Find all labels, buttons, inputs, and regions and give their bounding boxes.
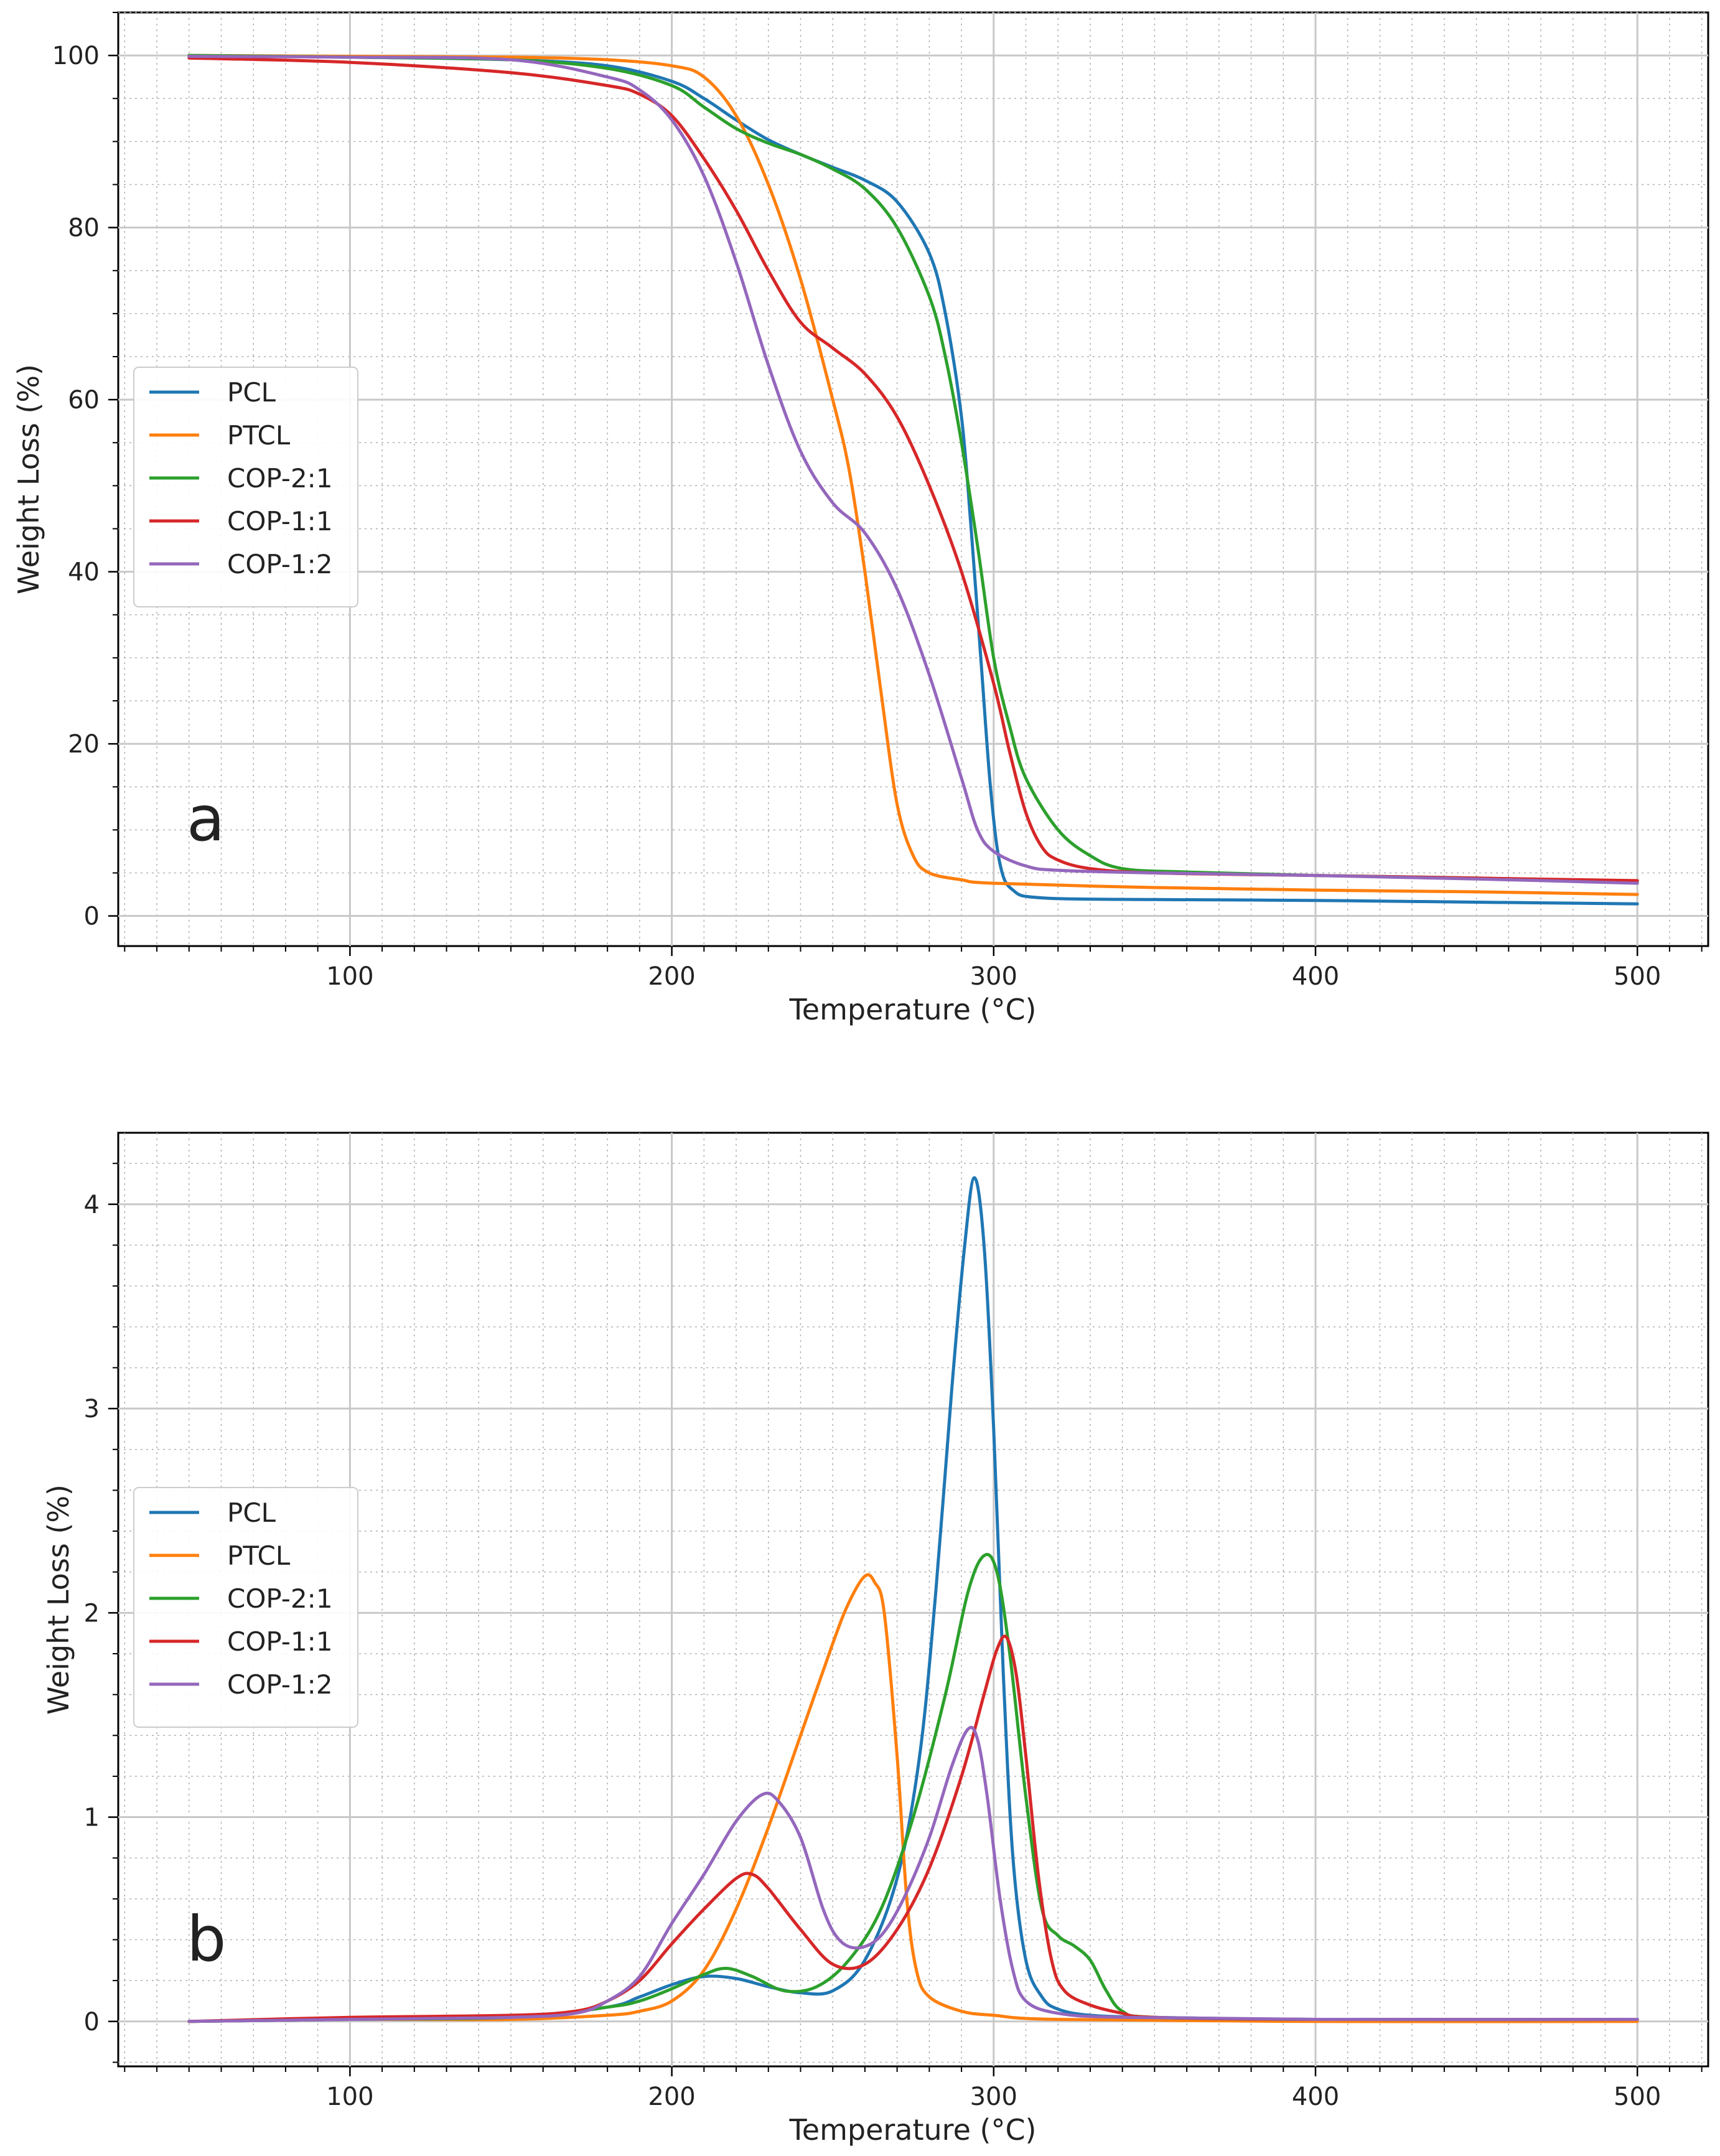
y-axis-label: Weight Loss (%) bbox=[42, 1484, 75, 1715]
legend-label: PTCL bbox=[227, 420, 291, 451]
y-tick-label: 20 bbox=[68, 730, 100, 759]
legend-label: PTCL bbox=[227, 1540, 291, 1571]
y-tick-label: 80 bbox=[68, 214, 100, 243]
x-tick-label: 200 bbox=[648, 2083, 695, 2111]
x-tick-label: 300 bbox=[970, 962, 1017, 991]
series-line-cop-1-2 bbox=[187, 1725, 1639, 2023]
series-line-pcl bbox=[187, 54, 1639, 906]
series-line-cop-2-1 bbox=[187, 1553, 1639, 2023]
legend-label: COP-1:1 bbox=[227, 1626, 333, 1657]
y-tick-label: 1 bbox=[84, 1804, 100, 1832]
legend-label: PCL bbox=[227, 377, 276, 408]
panel-label: b bbox=[187, 1903, 226, 1976]
series-line-pcl bbox=[187, 1176, 1639, 2023]
chart-panel-a: 100 200 300 400 500 0 20 40 60 80 100 a Temperatur… bbox=[12, 11, 1709, 1026]
y-axis-label: Weight Loss (%) bbox=[12, 364, 45, 594]
axis-ticks: 100 200 300 400 500 0 20 40 60 80 100 bbox=[52, 12, 1703, 991]
legend-label: COP-2:1 bbox=[227, 463, 333, 494]
legend-label: COP-1:2 bbox=[227, 549, 333, 579]
x-tick-label: 200 bbox=[648, 962, 695, 991]
y-tick-label: 2 bbox=[84, 1599, 100, 1628]
legend: PCL PTCL COP-2:1 COP-1:1 COP-1:2 bbox=[133, 367, 358, 607]
series-lines bbox=[187, 1176, 1639, 2023]
x-tick-label: 300 bbox=[970, 2083, 1017, 2111]
legend: PCL PTCL COP-2:1 COP-1:1 COP-1:2 bbox=[133, 1487, 358, 1728]
legend-label: COP-2:1 bbox=[227, 1583, 333, 1614]
series-line-ptcl bbox=[187, 1573, 1639, 2023]
x-axis-label: Temperature (°C) bbox=[788, 2113, 1036, 2147]
y-tick-label: 40 bbox=[68, 558, 100, 587]
x-tick-label: 100 bbox=[326, 962, 373, 991]
x-tick-label: 500 bbox=[1614, 2083, 1661, 2111]
series-line-ptcl bbox=[187, 54, 1639, 896]
plot-area bbox=[117, 1132, 1709, 2068]
y-tick-label: 0 bbox=[84, 902, 100, 931]
y-tick-label: 4 bbox=[84, 1191, 100, 1219]
plot-area bbox=[117, 11, 1709, 947]
legend-label: PCL bbox=[227, 1497, 276, 1528]
y-tick-label: 3 bbox=[84, 1395, 100, 1423]
x-tick-label: 500 bbox=[1614, 962, 1661, 991]
x-tick-label: 400 bbox=[1292, 962, 1339, 991]
series-line-cop-1-2 bbox=[187, 55, 1639, 885]
y-tick-label: 100 bbox=[52, 42, 100, 70]
axis-ticks: 100 200 300 400 500 0 1 2 3 4 bbox=[84, 1163, 1703, 2111]
x-tick-label: 400 bbox=[1292, 2083, 1339, 2111]
legend-label: COP-1:1 bbox=[227, 506, 333, 537]
x-tick-label: 100 bbox=[326, 2083, 373, 2111]
y-tick-label: 60 bbox=[68, 386, 100, 415]
legend-box bbox=[133, 367, 358, 607]
panel-label: a bbox=[187, 782, 225, 855]
legend-box bbox=[133, 1487, 358, 1728]
legend-label: COP-1:2 bbox=[227, 1669, 333, 1700]
y-tick-label: 0 bbox=[84, 2008, 100, 2036]
x-axis-label: Temperature (°C) bbox=[788, 993, 1036, 1026]
minor-grid bbox=[118, 1133, 1708, 2066]
series-lines bbox=[187, 54, 1639, 906]
